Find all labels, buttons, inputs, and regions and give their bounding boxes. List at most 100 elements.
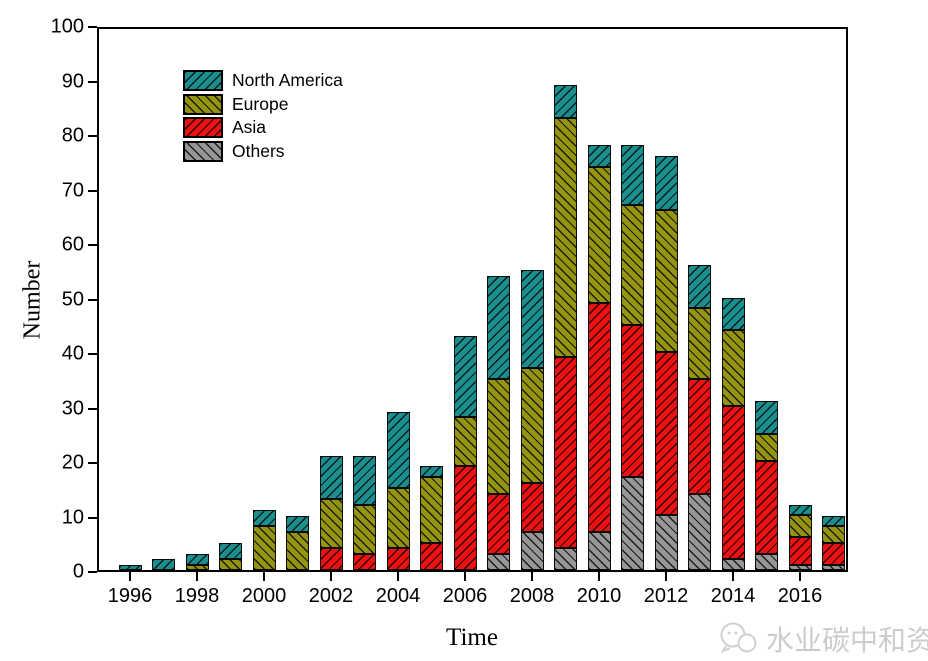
bar-segment-north-america — [319, 455, 343, 500]
watermark-text: 水业碳中和资 — [765, 625, 928, 656]
bar-segment-europe — [252, 526, 276, 570]
bar-segment-others — [587, 531, 611, 570]
bar-segment-europe — [487, 379, 510, 494]
bar-segment-asia — [755, 460, 778, 554]
bar-2011 — [621, 144, 644, 570]
y-tick-label: 80 — [61, 124, 84, 147]
bar-segment-asia — [587, 302, 611, 532]
legend-item-north-america: North America — [183, 69, 343, 93]
y-tick-label: 60 — [61, 233, 84, 256]
x-tick-label: 2014 — [710, 585, 756, 607]
bar-2004 — [386, 411, 410, 570]
bar-segment-europe — [822, 526, 845, 543]
x-tick-label: 1998 — [174, 585, 220, 607]
bar-segment-others — [755, 553, 778, 570]
x-tick-label: 2016 — [777, 585, 823, 607]
bar-segment-europe — [788, 515, 812, 538]
bar-segment-asia — [386, 548, 410, 570]
bar-segment-asia — [453, 466, 477, 570]
legend-item-asia: Asia — [183, 116, 343, 140]
bar-segment-north-america — [520, 270, 544, 369]
bar-2012 — [654, 155, 678, 570]
bar-segment-europe — [353, 504, 376, 554]
x-tick — [665, 572, 667, 581]
x-tick — [464, 572, 466, 581]
bar-segment-others — [788, 564, 812, 570]
bar-segment-north-america — [587, 144, 611, 167]
bar-segment-asia — [721, 406, 745, 560]
bar-segment-others — [520, 531, 544, 570]
bar-segment-north-america — [487, 275, 510, 380]
x-tick-label: 2004 — [375, 585, 421, 607]
y-tick — [88, 516, 97, 519]
bar-segment-others — [487, 553, 510, 570]
bar-segment-north-america — [420, 466, 443, 478]
bar-segment-north-america — [386, 411, 410, 489]
bar-2010 — [587, 144, 611, 570]
bar-segment-others — [621, 477, 644, 570]
bar-segment-north-america — [688, 264, 711, 309]
legend-label: Europe — [232, 93, 289, 114]
bar-segment-asia — [487, 493, 510, 554]
bar-segment-europe — [587, 166, 611, 303]
bar-segment-europe — [755, 433, 778, 461]
bar-segment-europe — [520, 368, 544, 483]
bar-segment-north-america — [621, 144, 644, 205]
bar-segment-others — [721, 559, 745, 570]
bar-segment-north-america — [185, 553, 209, 565]
x-tick-label: 2008 — [509, 585, 555, 607]
bar-2017 — [822, 515, 845, 571]
x-tick-label: 2010 — [576, 585, 622, 607]
bar-2001 — [286, 515, 309, 571]
x-tick — [129, 572, 131, 581]
bar-1997 — [152, 559, 175, 570]
bar-segment-north-america — [755, 401, 778, 434]
bar-segment-asia — [688, 379, 711, 494]
y-tick — [88, 189, 97, 192]
bar-segment-others — [554, 548, 577, 570]
bar-2007 — [487, 275, 510, 570]
y-tick — [88, 407, 97, 410]
y-tick — [88, 462, 97, 464]
x-tick-label: 2000 — [241, 585, 287, 607]
bar-segment-north-america — [152, 559, 175, 570]
bar-segment-europe — [654, 210, 678, 352]
bar-segment-north-america — [252, 510, 276, 527]
bar-segment-north-america — [286, 515, 309, 532]
bar-segment-europe — [554, 117, 577, 358]
bar-segment-asia — [420, 542, 443, 570]
bar-segment-europe — [688, 308, 711, 380]
bar-segment-asia — [822, 542, 845, 565]
bar-segment-others — [822, 564, 845, 570]
bar-2008 — [520, 270, 544, 570]
bar-segment-north-america — [721, 297, 745, 331]
x-tick — [330, 572, 332, 581]
bar-segment-asia — [654, 351, 678, 516]
bar-segment-europe — [420, 477, 443, 543]
x-axis-title: Time — [446, 624, 498, 651]
bar-2013 — [688, 264, 711, 570]
bar-segment-asia — [554, 357, 577, 549]
x-tick — [531, 572, 533, 581]
y-tick-label: 100 — [50, 15, 84, 38]
legend-item-europe: Europe — [183, 93, 343, 117]
y-tick — [88, 26, 97, 28]
bar-segment-asia — [788, 537, 812, 565]
bar-segment-north-america — [822, 515, 845, 527]
legend-label: Asia — [232, 117, 267, 138]
bar-segment-north-america — [654, 155, 678, 211]
bar-segment-europe — [286, 531, 309, 570]
legend-swatch — [183, 70, 223, 92]
legend-label: Others — [232, 140, 285, 161]
bar-segment-north-america — [118, 564, 142, 570]
y-tick-label: 70 — [61, 179, 84, 201]
bar-segment-europe — [386, 488, 410, 549]
y-tick-label: 0 — [72, 560, 84, 583]
bar-1999 — [219, 542, 242, 570]
y-tick-label: 50 — [61, 288, 84, 310]
y-tick — [88, 298, 97, 301]
y-tick-label: 90 — [61, 70, 84, 92]
x-tick — [196, 572, 198, 581]
